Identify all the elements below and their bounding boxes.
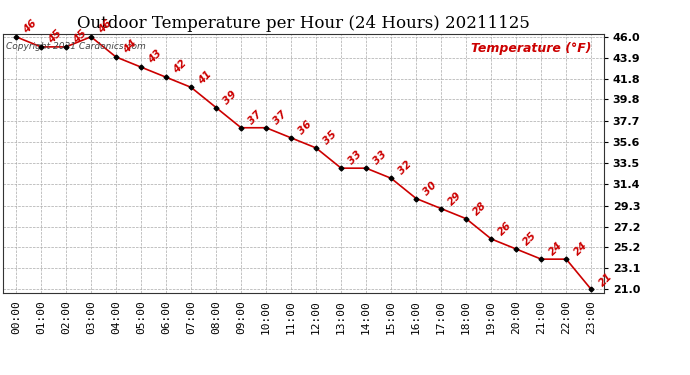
Text: 33: 33 <box>346 150 364 167</box>
Text: Temperature (°F): Temperature (°F) <box>471 42 592 54</box>
Text: 25: 25 <box>522 230 539 248</box>
Text: 26: 26 <box>497 220 514 237</box>
Text: 39: 39 <box>221 89 239 106</box>
Text: 45: 45 <box>46 28 64 45</box>
Title: Outdoor Temperature per Hour (24 Hours) 20211125: Outdoor Temperature per Hour (24 Hours) … <box>77 15 530 32</box>
Text: 24: 24 <box>572 240 589 258</box>
Text: 30: 30 <box>422 180 439 197</box>
Text: 42: 42 <box>172 58 189 76</box>
Text: 37: 37 <box>246 109 264 126</box>
Text: 35: 35 <box>322 129 339 147</box>
Text: 24: 24 <box>546 240 564 258</box>
Text: 28: 28 <box>472 200 489 217</box>
Text: Copyright 2021 Cardonics.com: Copyright 2021 Cardonics.com <box>6 42 146 51</box>
Text: 21: 21 <box>597 271 614 288</box>
Text: 29: 29 <box>446 190 464 207</box>
Text: 32: 32 <box>397 160 414 177</box>
Text: 43: 43 <box>146 48 164 66</box>
Text: 45: 45 <box>72 28 89 45</box>
Text: 33: 33 <box>372 150 389 167</box>
Text: 36: 36 <box>297 119 314 136</box>
Text: 37: 37 <box>272 109 289 126</box>
Text: 46: 46 <box>21 18 39 35</box>
Text: 41: 41 <box>197 69 214 86</box>
Text: 46: 46 <box>97 18 114 35</box>
Text: 44: 44 <box>121 38 139 56</box>
